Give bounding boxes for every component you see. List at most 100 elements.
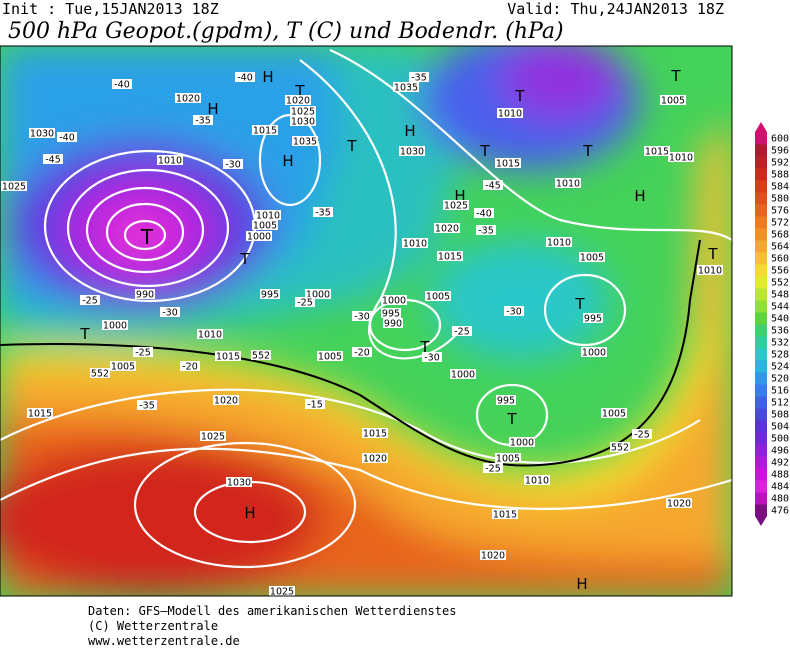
pressure-center: T: [670, 67, 681, 85]
colorbar-label: 536: [771, 326, 789, 337]
colorbar-block: [755, 444, 767, 457]
title: 500 hPa Geopot.(gpdm), T (C) und Bodendr…: [8, 19, 564, 44]
label-box: [362, 428, 388, 438]
label-box: [246, 231, 272, 241]
contour-label: 1005: [111, 362, 135, 373]
contour-label: 1020: [176, 94, 200, 105]
pressure-center: H: [454, 187, 465, 205]
label-box: [269, 586, 295, 596]
label-box: [632, 429, 652, 439]
colorbar-block: [755, 432, 767, 445]
label-box: [197, 329, 223, 339]
label-box: [213, 395, 239, 405]
colorbar: 4764804844884924965005045085125165205245…: [755, 122, 789, 526]
colorbar-label: 476: [771, 506, 789, 517]
footer-copyright: (C) Wetterzentrale: [88, 619, 218, 633]
label-box: [668, 152, 694, 162]
label-box: [601, 408, 627, 418]
colorbar-label: 504: [771, 422, 789, 433]
label-box: [27, 408, 53, 418]
label-box: [660, 95, 686, 105]
label-box: [157, 155, 183, 165]
contour-label: -35: [195, 116, 211, 127]
contour-label: 1015: [438, 252, 462, 263]
label-box: [252, 220, 278, 230]
pressure-center: T: [140, 225, 154, 249]
pressure-center: H: [576, 575, 587, 593]
contour-label: 1010: [256, 211, 280, 222]
label-box: [200, 431, 226, 441]
contour-label: 1025: [201, 432, 225, 443]
contour-label: 1030: [30, 129, 54, 140]
colorbar-block: [755, 156, 767, 169]
contour-label: 1025: [291, 107, 315, 118]
contour-label: -25: [485, 464, 501, 475]
label-box: [434, 223, 460, 233]
contour-label: 1030: [291, 117, 315, 128]
label-box: [483, 180, 503, 190]
label-box: [260, 289, 280, 299]
label-box: [1, 181, 27, 191]
label-box: [480, 550, 506, 560]
contour-label: -30: [424, 353, 440, 364]
colorbar-label: 600: [771, 134, 789, 145]
colorbar-block: [755, 240, 767, 253]
contour-label: 1035: [293, 137, 317, 148]
colorbar-label: 524: [771, 362, 789, 373]
contour-label: 1000: [582, 348, 606, 359]
valid-time: Valid: Thu,24JAN2013 18Z: [507, 0, 724, 18]
colorbar-block: [755, 168, 767, 181]
contour-label: 1020: [435, 224, 459, 235]
label-box: [452, 326, 472, 336]
contour-label: 1010: [547, 238, 571, 249]
contour-label: 1030: [227, 478, 251, 489]
contour-label: 1025: [444, 201, 468, 212]
colorbar-block: [755, 180, 767, 193]
colorbar-label: 484: [771, 482, 789, 493]
colorbar-block: [755, 216, 767, 229]
contour-label: -35: [478, 226, 494, 237]
colorbar-label: 592: [771, 158, 789, 169]
contour-label: -25: [454, 327, 470, 338]
pressure-center: T: [574, 295, 585, 313]
contour-label: 1000: [382, 296, 406, 307]
contour-label: 1005: [426, 292, 450, 303]
label-box: [215, 351, 241, 361]
colorbar-top: [755, 122, 767, 132]
contour-label: 1005: [602, 409, 626, 420]
contour-label: 1005: [661, 96, 685, 107]
label-box: [226, 477, 252, 487]
contour-label: 1005: [580, 253, 604, 264]
label-box: [399, 146, 425, 156]
contour-label: 1010: [498, 109, 522, 120]
label-box: [252, 125, 278, 135]
contour-label: 990: [384, 319, 402, 330]
colorbar-block: [755, 264, 767, 277]
colorbar-label: 548: [771, 290, 789, 301]
contour-label: 1015: [253, 126, 277, 137]
label-box: [393, 82, 419, 92]
label-box: [135, 289, 155, 299]
colorbar-block: [755, 132, 767, 145]
colorbar-label: 568: [771, 230, 789, 241]
contour-label: 995: [261, 290, 279, 301]
colorbar-block: [755, 276, 767, 289]
contour-label: 1005: [496, 454, 520, 465]
label-box: [180, 361, 200, 371]
colorbar-block: [755, 312, 767, 325]
colorbar-label: 572: [771, 218, 789, 229]
colorbar-label: 528: [771, 350, 789, 361]
label-box: [504, 306, 524, 316]
colorbar-bottom: [755, 516, 767, 526]
label-box: [402, 238, 428, 248]
contour-label: 1010: [158, 156, 182, 167]
colorbar-block: [755, 396, 767, 409]
label-box: [546, 237, 572, 247]
footer-url: www.wetterzentrale.de: [88, 634, 240, 648]
colorbar-label: 544: [771, 302, 789, 313]
pressure-center: H: [404, 122, 415, 140]
contour-label: -40: [114, 80, 130, 91]
label-box: [352, 311, 372, 321]
